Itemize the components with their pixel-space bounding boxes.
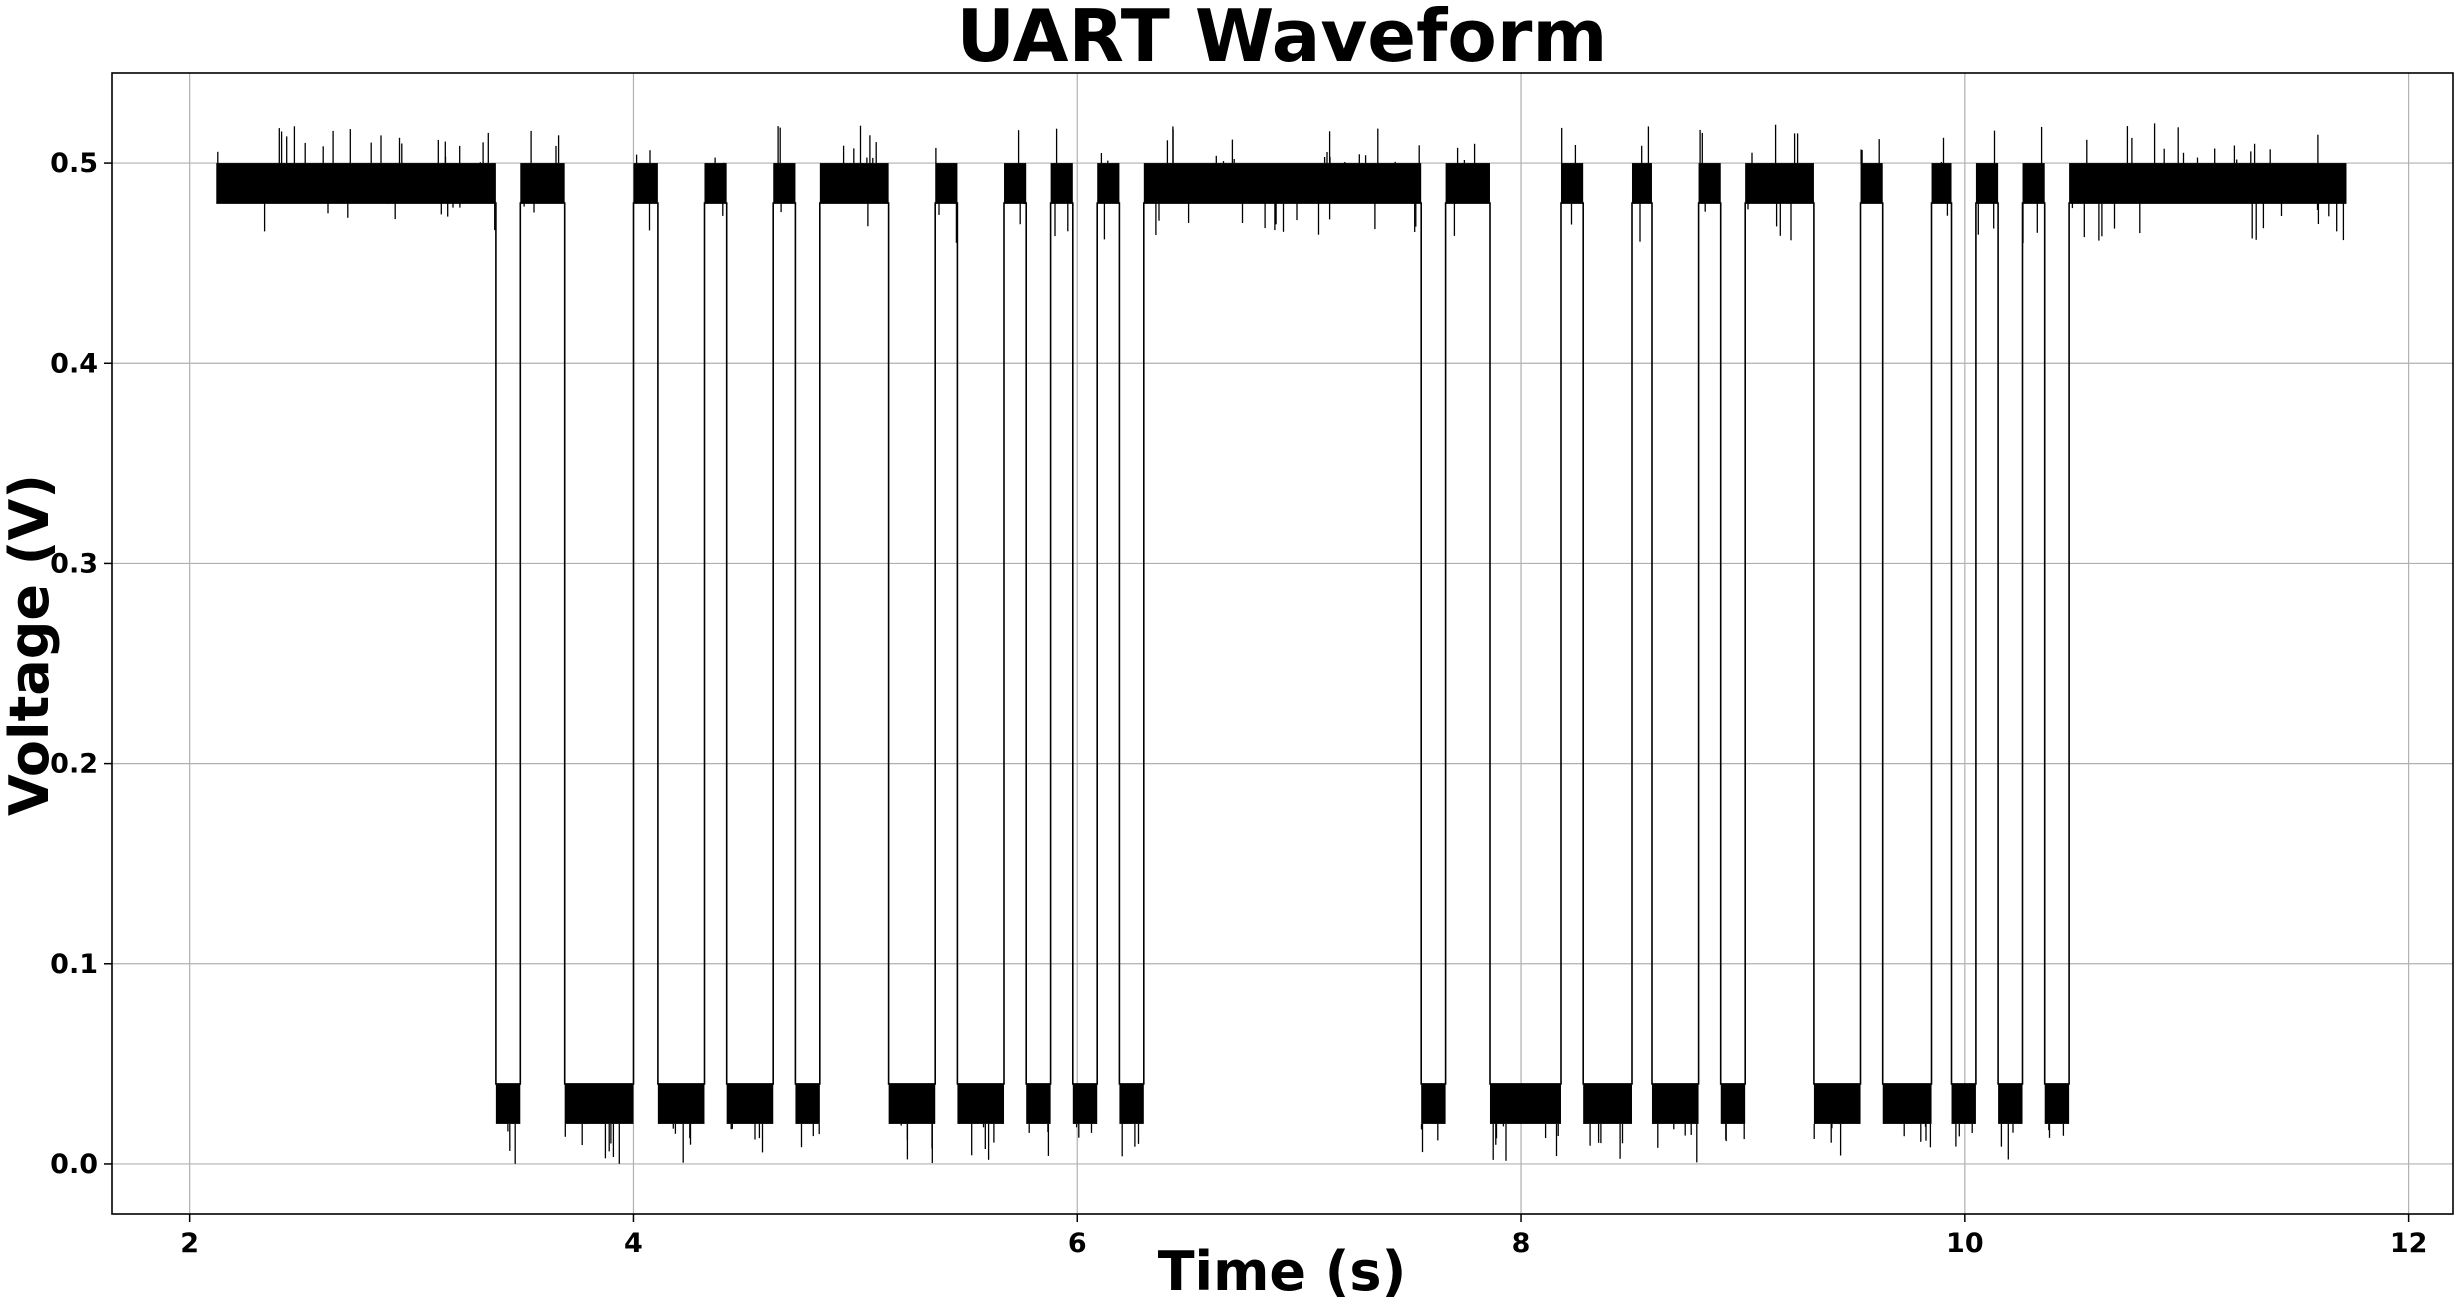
signal-high-band [1860, 163, 1883, 204]
signal-high-band [773, 163, 796, 204]
signal-low-band [1421, 1083, 1446, 1124]
signal-layer [216, 123, 2347, 1164]
y-tick-label: 0.5 [50, 148, 98, 179]
y-tick-label: 0.0 [50, 1149, 98, 1180]
signal-low-band [1813, 1083, 1861, 1124]
ticks: 2 4 6 8 10 12 0.0 0.1 0.2 0.3 0.4 0.5 [50, 148, 2427, 1259]
signal-high-band [520, 163, 565, 204]
signal-high-band [2022, 163, 2045, 204]
chart-title: UART Waveform [957, 0, 1608, 78]
signal-high-band [633, 163, 658, 204]
x-tick-label: 10 [1946, 1228, 1984, 1259]
signal-high-band [216, 163, 496, 204]
signal-high-band [1445, 163, 1490, 204]
signal-low-band [564, 1083, 634, 1124]
signal-low-band [726, 1083, 774, 1124]
x-tick-label: 6 [1068, 1228, 1087, 1259]
signal-low-band [1882, 1083, 1932, 1124]
signal-low-band [1998, 1083, 2023, 1124]
y-tick-label: 0.1 [50, 949, 98, 980]
signal-low-band [957, 1083, 1005, 1124]
signal-low-band [2044, 1083, 2070, 1124]
signal-low-band [795, 1083, 820, 1124]
signal-low-band [1583, 1083, 1632, 1124]
y-tick-label: 0.2 [50, 749, 98, 780]
x-tick-label: 8 [1512, 1228, 1531, 1259]
signal-low-band [495, 1083, 521, 1124]
signal-low-band [888, 1083, 936, 1124]
signal-low-band [1489, 1083, 1561, 1124]
signal-high-band [1631, 163, 1652, 204]
signal-low-band [1026, 1083, 1051, 1124]
signal-high-band [1975, 163, 1999, 204]
signal-high-band [935, 163, 958, 204]
signal-low-band [1072, 1083, 1098, 1124]
plot-frame [111, 72, 2454, 1215]
x-tick-label: 2 [180, 1228, 199, 1259]
signal-high-band [2069, 163, 2347, 204]
signal-high-band [1698, 163, 1721, 204]
signal-high-band [704, 163, 727, 204]
y-axis-label: Voltage (V) [0, 474, 61, 816]
signal-low-band [1651, 1083, 1699, 1124]
signal-high-band [1050, 163, 1073, 204]
signal-high-band [1143, 163, 1422, 204]
signal-low-band [1951, 1083, 1976, 1124]
signal-high-band [1745, 163, 1814, 204]
signal-low-band [657, 1083, 705, 1124]
y-tick-label: 0.4 [50, 348, 98, 379]
signal-high-band [1931, 163, 1952, 204]
grid [112, 73, 2453, 1214]
signal-high-band [1097, 163, 1120, 204]
x-tick-label: 12 [2390, 1228, 2428, 1259]
signal-high-band [1004, 163, 1027, 204]
signal-high-band [1560, 163, 1584, 204]
signal-low-band [1720, 1083, 1746, 1124]
signal-high-band [819, 163, 889, 204]
signal-low-band [1119, 1083, 1144, 1124]
x-tick-label: 4 [624, 1228, 643, 1259]
y-tick-label: 0.3 [50, 548, 98, 579]
x-axis-label: Time (s) [1158, 1240, 1407, 1303]
uart-signal-line [216, 202, 2347, 1085]
